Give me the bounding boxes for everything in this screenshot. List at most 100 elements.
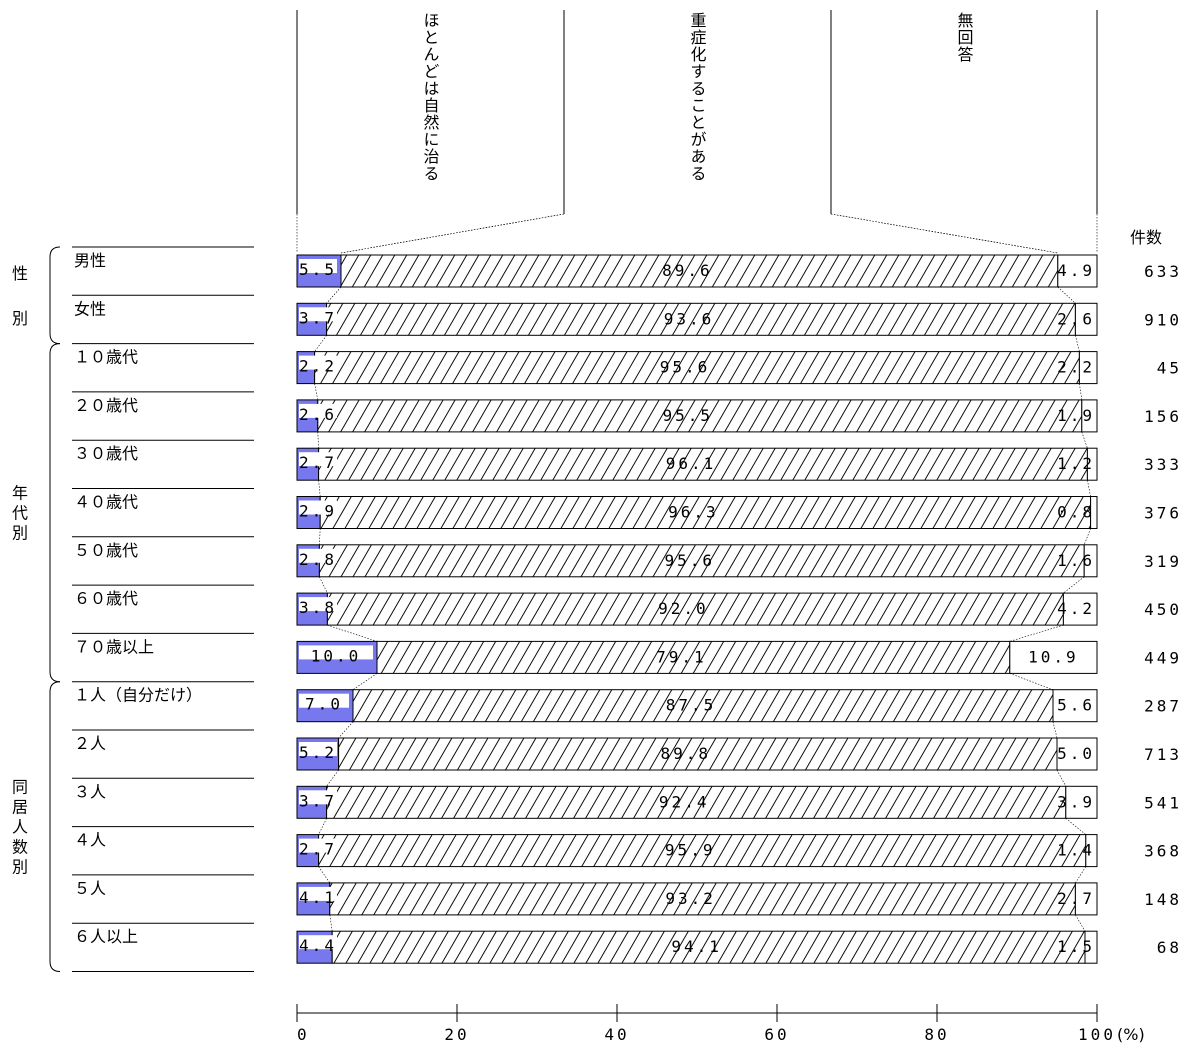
value-label-bg — [299, 355, 337, 370]
connector-line — [1063, 576, 1085, 594]
group-bracket — [49, 246, 61, 345]
connector-line — [1009, 673, 1054, 690]
value-label-natural-recovery: 3.7 — [299, 791, 337, 810]
value-label-no-answer: 2.7 — [1057, 889, 1095, 908]
connector-line — [326, 286, 342, 304]
bar-segment-may-worsen — [329, 882, 1076, 916]
connector-line — [314, 383, 319, 400]
value-label-natural-recovery: 2.9 — [299, 502, 337, 521]
value-label-no-answer: 2.2 — [1057, 358, 1095, 377]
value-label-may-worsen: 89.6 — [662, 261, 713, 280]
value-label-may-worsen: 95.6 — [660, 358, 711, 377]
connector-line — [352, 673, 378, 690]
value-label-may-worsen: 87.5 — [666, 696, 717, 715]
category-label: ５０歳代 — [74, 541, 138, 560]
group-bracket — [49, 343, 61, 683]
connector-line — [1081, 431, 1088, 449]
series-header-label: 重症化することがある — [688, 12, 707, 182]
value-label-bg — [299, 259, 337, 273]
group-label: 年代別 — [12, 484, 28, 543]
value-label-no-answer: 10.9 — [1028, 647, 1079, 666]
value-label-bg — [299, 548, 337, 563]
connector-line — [329, 914, 333, 932]
connector-line — [1009, 624, 1064, 642]
bar-segment-may-worsen — [331, 930, 1086, 964]
value-label-natural-recovery: 7.0 — [305, 695, 343, 714]
header-guide-line — [830, 213, 1058, 254]
value-label-bg — [299, 500, 337, 515]
header-guide-line — [340, 213, 565, 254]
category-label: 女性 — [74, 299, 106, 318]
bar-segment-no-answer — [1074, 302, 1098, 336]
connector-line — [318, 818, 327, 835]
bar-segment-no-answer — [1065, 785, 1098, 819]
x-axis-tick-label: 60 — [764, 1025, 789, 1044]
value-label-may-worsen: 89.8 — [661, 744, 712, 763]
x-axis-tick-label: 20 — [444, 1025, 469, 1044]
bar-segment-may-worsen — [352, 689, 1054, 723]
value-label-may-worsen: 92.0 — [658, 599, 709, 618]
count-value: 449 — [1144, 648, 1182, 667]
bar-segment-may-worsen — [326, 302, 1076, 336]
connector-line — [318, 866, 331, 884]
value-label-may-worsen: 93.6 — [664, 309, 715, 328]
bar-segment-may-worsen — [319, 496, 1092, 529]
value-label-no-answer: 3.9 — [1057, 792, 1095, 811]
value-label-natural-recovery: 2.7 — [299, 453, 337, 472]
connector-line — [1075, 914, 1086, 932]
value-label-may-worsen: 94.1 — [671, 937, 722, 956]
group-label: 性別 — [12, 264, 28, 328]
count-value: 319 — [1144, 552, 1182, 571]
count-value: 633 — [1144, 262, 1182, 281]
series-header-label: ほとんどは自然に治る — [421, 12, 440, 182]
value-label-no-answer: 1.5 — [1057, 937, 1095, 956]
group-bracket — [49, 681, 61, 972]
value-label-may-worsen: 95.6 — [665, 551, 716, 570]
connector-line — [327, 624, 378, 642]
value-label-bg — [299, 935, 337, 950]
bar-segment-may-worsen — [338, 737, 1058, 771]
connector-line — [1065, 818, 1086, 835]
count-value: 376 — [1144, 504, 1182, 523]
value-label-may-worsen: 96.3 — [668, 503, 719, 522]
x-axis-tick-label: 40 — [604, 1025, 629, 1044]
value-label-no-answer: 2.6 — [1057, 309, 1095, 328]
value-label-bg — [299, 742, 337, 756]
series-header-label: 無回答 — [955, 12, 974, 63]
connector-line — [1075, 335, 1080, 352]
bar-segment-no-answer — [1081, 399, 1098, 433]
connector-line — [1083, 528, 1091, 545]
bar-segment-no-answer — [1084, 930, 1098, 964]
connector-line — [319, 576, 328, 594]
connector-line — [1056, 769, 1067, 787]
value-label-natural-recovery: 2.2 — [299, 357, 337, 376]
count-value: 541 — [1144, 793, 1182, 812]
connector-line — [318, 480, 321, 497]
value-label-natural-recovery: 3.8 — [299, 598, 337, 617]
value-label-may-worsen: 95.9 — [665, 841, 716, 860]
count-value: 148 — [1144, 890, 1182, 909]
category-label: ４人 — [74, 831, 106, 850]
value-label-may-worsen: 96.1 — [666, 454, 717, 473]
connector-line — [317, 431, 319, 449]
bar-segment-may-worsen — [318, 544, 1085, 578]
count-value: 287 — [1144, 697, 1182, 716]
category-label: ４０歳代 — [74, 493, 138, 512]
value-label-bg — [299, 307, 337, 322]
value-label-bg — [299, 886, 337, 901]
value-label-bg — [299, 790, 337, 805]
bar-segment-no-answer — [1057, 254, 1098, 288]
value-label-may-worsen: 95.5 — [663, 406, 714, 425]
bar-segment-may-worsen — [340, 254, 1059, 288]
count-value: 68 — [1157, 938, 1182, 957]
category-label: ３人 — [74, 782, 106, 801]
value-label-natural-recovery: 2.7 — [299, 840, 337, 859]
category-label: １人（自分だけ） — [74, 686, 202, 705]
bar-segment-no-answer — [1078, 351, 1098, 385]
category-label: ６０歳代 — [74, 589, 138, 608]
bar-segment-may-worsen — [326, 785, 1067, 819]
bar-segment-no-answer — [1052, 689, 1098, 723]
value-label-natural-recovery: 4.4 — [299, 936, 337, 955]
x-axis-tick-label: 80 — [924, 1025, 949, 1044]
category-label: １０歳代 — [74, 348, 138, 367]
